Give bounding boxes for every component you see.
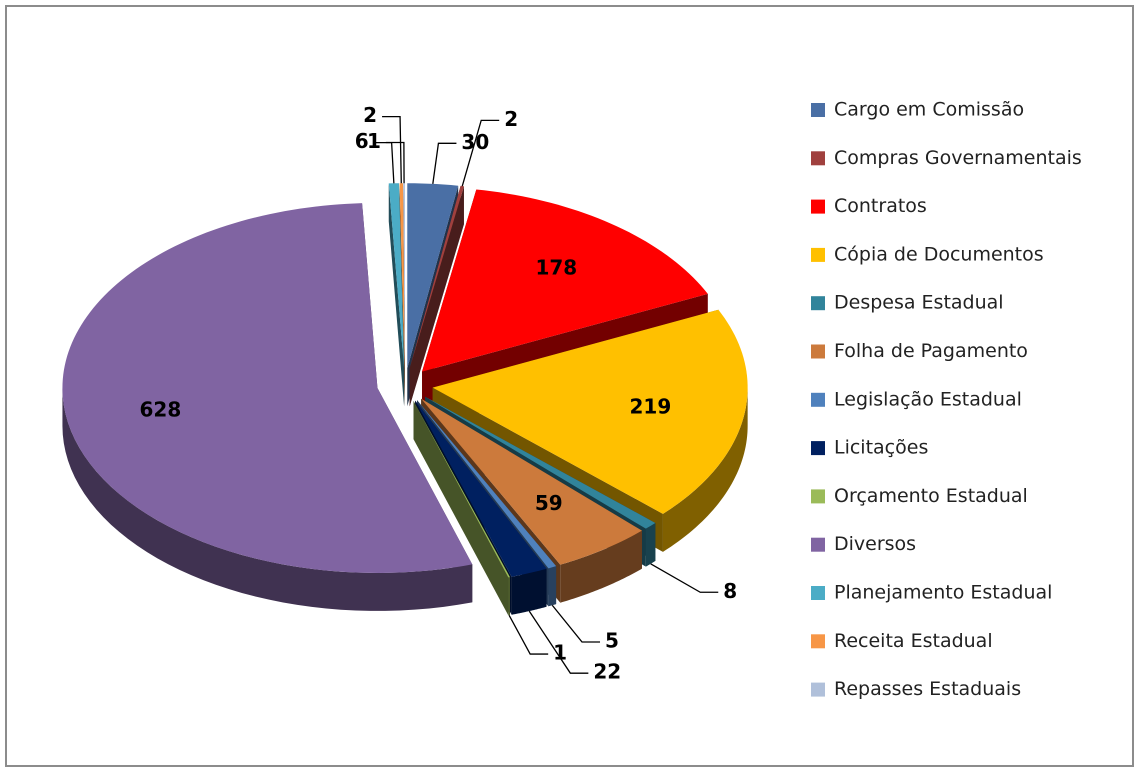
- legend-label: Repasses Estaduais: [834, 678, 1021, 700]
- slice-top: [403, 183, 405, 369]
- value-label: 22: [593, 660, 621, 684]
- slice-wall: [508, 577, 510, 616]
- leader-line: [461, 119, 500, 187]
- slice-wall: [645, 522, 656, 567]
- legend-swatch: [811, 586, 825, 600]
- legend: Cargo em Comissão Compras Governamentais C…: [811, 99, 1082, 700]
- leader-line: [432, 142, 457, 184]
- legend-swatch: [811, 682, 825, 697]
- value-label: 2: [504, 107, 518, 131]
- pie-slice: [62, 203, 473, 611]
- legend-swatch: [811, 634, 825, 649]
- leader-line: [528, 610, 589, 674]
- value-label: 2: [363, 103, 377, 127]
- legend-label: Compras Governamentais: [834, 147, 1082, 169]
- slice-top: [407, 183, 459, 369]
- leader-line: [551, 604, 601, 643]
- legend-label: Planejamento Estadual: [834, 582, 1052, 604]
- leader-line: [508, 614, 549, 655]
- slice-side: [409, 186, 464, 407]
- pie-slice: [409, 185, 464, 407]
- legend-label: Despesa Estadual: [834, 292, 1004, 314]
- legend-swatch: [811, 247, 825, 262]
- legend-swatch: [811, 392, 825, 407]
- slice-top: [422, 189, 708, 372]
- slice-wall: [560, 530, 642, 603]
- slice-top: [421, 398, 642, 565]
- legend-swatch: [811, 344, 825, 359]
- legend-swatch: [811, 537, 825, 552]
- legend-label: Orçamento Estadual: [834, 485, 1028, 507]
- slice-top: [62, 203, 473, 573]
- legend-swatch: [811, 296, 825, 311]
- slice-side: [413, 401, 509, 616]
- slice-top: [399, 183, 405, 369]
- legend-label: Receita Estadual: [834, 630, 993, 652]
- slice-wall: [511, 568, 547, 615]
- slice-top: [388, 183, 405, 369]
- legend-swatch: [811, 441, 825, 456]
- legend-label: Cargo em Comissão: [834, 99, 1024, 121]
- pie: [62, 183, 748, 616]
- slice-top: [425, 396, 656, 529]
- leader-line: [382, 115, 402, 184]
- leader-line: [385, 141, 405, 184]
- value-label: 1: [367, 129, 381, 153]
- slice-wall: [548, 566, 557, 607]
- value-label: 8: [723, 579, 737, 603]
- legend-swatch: [811, 199, 825, 214]
- value-label: 219: [630, 395, 672, 419]
- legend-label: Contratos: [834, 195, 927, 217]
- leader-line: [650, 563, 719, 593]
- legend-swatch: [811, 151, 825, 166]
- legend-swatch: [811, 103, 825, 117]
- slice-wall: [662, 387, 748, 552]
- slice-top: [409, 185, 464, 369]
- value-label: 6: [355, 129, 369, 153]
- legend-label: Folha de Pagamento: [834, 340, 1028, 362]
- slice-top: [415, 400, 547, 577]
- value-label: 628: [140, 397, 182, 421]
- pie-slice: [413, 401, 510, 616]
- legend-label: Cópia de Documentos: [834, 243, 1044, 265]
- pie-slice: [388, 183, 405, 407]
- value-label: 5: [605, 629, 619, 653]
- value-label: 1: [553, 641, 567, 665]
- slice-top: [413, 401, 510, 578]
- slice-top: [417, 400, 557, 569]
- legend-swatch: [811, 489, 825, 504]
- slice-top: [432, 309, 748, 514]
- value-label: 59: [535, 491, 563, 515]
- legend-label: Legislação Estadual: [834, 388, 1022, 410]
- slice-wall: [62, 387, 473, 611]
- legend-label: Licitações: [834, 437, 928, 459]
- legend-label: Diversos: [834, 533, 916, 555]
- value-label: 178: [535, 255, 577, 279]
- slice-side: [388, 183, 405, 407]
